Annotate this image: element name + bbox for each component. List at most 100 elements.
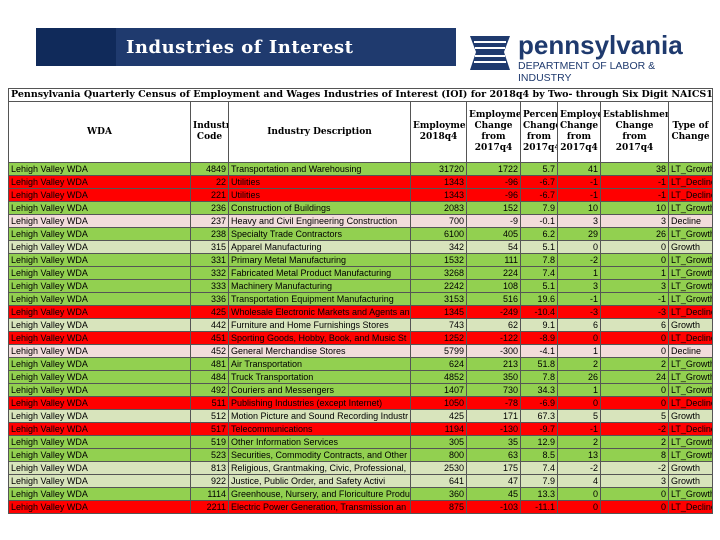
table-cell: 922 xyxy=(190,474,229,488)
logo-name: pennsylvania xyxy=(518,30,683,60)
table-cell: 1252 xyxy=(410,331,467,345)
table-cell: 342 xyxy=(410,240,467,254)
table-cell: 305 xyxy=(410,435,467,449)
table-cell: General Merchandise Stores xyxy=(228,344,411,358)
table-cell: 35 xyxy=(466,435,521,449)
table-row: Lehigh Valley WDA 238 Specialty Trade Cont… xyxy=(8,227,714,241)
table-cell: 6100 xyxy=(410,227,467,241)
table-row: Lehigh Valley WDA 512 Motion Picture and S… xyxy=(8,409,714,423)
table-cell: Lehigh Valley WDA xyxy=(8,240,191,254)
table-cell: Publishing Industries (except Internet) xyxy=(228,396,411,410)
table-cell: 800 xyxy=(410,448,467,462)
table-cell: 4852 xyxy=(410,370,467,384)
table-cell: Lehigh Valley WDA xyxy=(8,396,191,410)
table-cell: Wholesale Electronic Markets and Agents … xyxy=(228,305,411,319)
table-cell: 523 xyxy=(190,448,229,462)
table-cell: 360 xyxy=(410,487,467,501)
table-cell: Greenhouse, Nursery, and Floriculture Pr… xyxy=(228,487,411,501)
column-header: Employer Change from 2017q4 xyxy=(557,101,601,163)
table-cell: 5.1 xyxy=(520,240,558,254)
table-cell: 9.1 xyxy=(520,318,558,332)
table-cell: 238 xyxy=(190,227,229,241)
table-cell: -3 xyxy=(557,305,601,319)
table-cell: 641 xyxy=(410,474,467,488)
table-cell: 1722 xyxy=(466,162,521,176)
table-cell: 236 xyxy=(190,201,229,215)
table-cell: 0 xyxy=(600,331,669,345)
table-cell: 171 xyxy=(466,409,521,423)
table-row: Lehigh Valley WDA 22 Utilities 1343 -96 -6.7-… xyxy=(8,175,714,189)
table-cell: 332 xyxy=(190,266,229,280)
table-cell: LT_Growth xyxy=(667,370,714,384)
table-cell: Utilities xyxy=(228,188,411,202)
table-cell: Growth xyxy=(667,474,714,488)
table-cell: 7.8 xyxy=(520,253,558,267)
table-cell: 7.8 xyxy=(520,370,558,384)
table-cell: 1343 xyxy=(410,175,467,189)
table-cell: Growth xyxy=(667,461,714,475)
table-cell: 22 xyxy=(190,175,229,189)
column-header: Employment 2018q4 xyxy=(410,101,467,163)
table-cell: 0 xyxy=(600,240,669,254)
table-cell: 3 xyxy=(600,279,669,293)
table-row: Lehigh Valley WDA 481 Air Transportation 62… xyxy=(8,357,714,371)
table-cell: 224 xyxy=(466,266,521,280)
table-cell: Lehigh Valley WDA xyxy=(8,422,191,436)
table-cell: -1 xyxy=(600,175,669,189)
table-cell: 0 xyxy=(600,253,669,267)
table-cell: -78 xyxy=(466,396,521,410)
table-row: Lehigh Valley WDA 452 General Merchandise … xyxy=(8,344,714,358)
table-cell: 10 xyxy=(557,201,601,215)
table-cell: Lehigh Valley WDA xyxy=(8,357,191,371)
table-cell: 0 xyxy=(600,383,669,397)
table-cell: -1 xyxy=(557,175,601,189)
table-cell: 315 xyxy=(190,240,229,254)
table-cell: LT_Growth xyxy=(667,227,714,241)
table-cell: Growth xyxy=(667,409,714,423)
table-cell: Growth xyxy=(667,318,714,332)
table-cell: 62 xyxy=(466,318,521,332)
table-row: Lehigh Valley WDA 315 Apparel Manufacturin… xyxy=(8,240,714,254)
table-cell: 213 xyxy=(466,357,521,371)
table-cell: LT_Decline xyxy=(667,422,714,436)
table-cell: 6.2 xyxy=(520,227,558,241)
table-cell: 5799 xyxy=(410,344,467,358)
table-cell: LT_Growth xyxy=(667,253,714,267)
table-cell: 743 xyxy=(410,318,467,332)
table-cell: 38 xyxy=(600,162,669,176)
table-cell: -122 xyxy=(466,331,521,345)
table-cell: Lehigh Valley WDA xyxy=(8,214,191,228)
table-row: Lehigh Valley WDA 2211 Electric Power Gene… xyxy=(8,500,714,514)
table-cell: 1407 xyxy=(410,383,467,397)
table-cell: 45 xyxy=(466,487,521,501)
table-cell: Telecommunications xyxy=(228,422,411,436)
table-cell: -1 xyxy=(557,292,601,306)
table-cell: 67.3 xyxy=(520,409,558,423)
table-row: Lehigh Valley WDA 492 Couriers and Messeng… xyxy=(8,383,714,397)
table-cell: 7.9 xyxy=(520,474,558,488)
table-cell: 34.3 xyxy=(520,383,558,397)
table-cell: 5 xyxy=(600,409,669,423)
table-cell: 0 xyxy=(557,487,601,501)
table-cell: 13 xyxy=(557,448,601,462)
table-cell: Apparel Manufacturing xyxy=(228,240,411,254)
table-title: Pennsylvania Quarterly Census of Employm… xyxy=(7,88,714,102)
table-cell: 111 xyxy=(466,253,521,267)
table-cell: 1 xyxy=(557,266,601,280)
table-cell: Construction of Buildings xyxy=(228,201,411,215)
table-cell: 405 xyxy=(466,227,521,241)
table-cell: 0 xyxy=(557,500,601,514)
table-cell: 108 xyxy=(466,279,521,293)
table-cell: -10.4 xyxy=(520,305,558,319)
table-cell: 1050 xyxy=(410,396,467,410)
table-cell: -6.7 xyxy=(520,188,558,202)
table-cell: Lehigh Valley WDA xyxy=(8,448,191,462)
table-cell: 2 xyxy=(557,435,601,449)
table-cell: 1 xyxy=(600,266,669,280)
table-cell: -96 xyxy=(466,175,521,189)
table-cell: 31720 xyxy=(410,162,467,176)
table-cell: Fabricated Metal Product Manufacturing xyxy=(228,266,411,280)
table-cell: 4849 xyxy=(190,162,229,176)
banner: Industries of Interest xyxy=(36,28,456,66)
